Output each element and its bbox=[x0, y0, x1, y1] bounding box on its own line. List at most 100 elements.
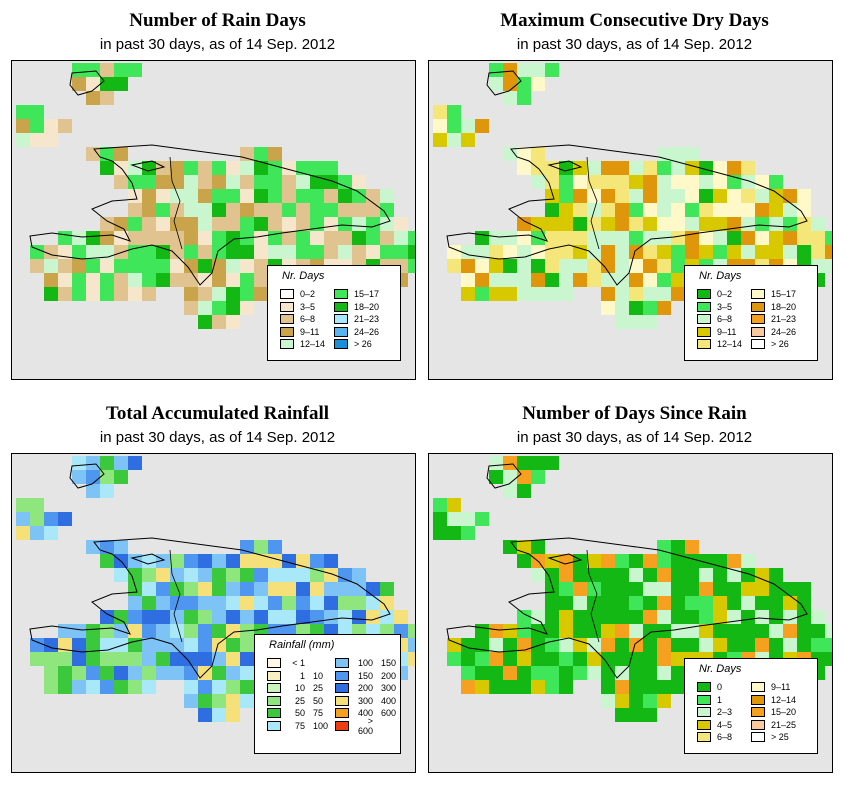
legend-entry: 0–2 bbox=[697, 288, 732, 300]
days-since-rain-map bbox=[433, 456, 832, 722]
legend-label: 24–26 bbox=[354, 326, 380, 337]
grid-cell bbox=[100, 91, 114, 105]
grid-cell bbox=[727, 231, 741, 245]
grid-cell bbox=[114, 666, 128, 680]
grid-cell bbox=[198, 161, 212, 175]
legend-label: 9–11 bbox=[300, 326, 320, 337]
grid-cell bbox=[212, 287, 226, 301]
grid-cell bbox=[170, 610, 184, 624]
grid-cell bbox=[338, 582, 352, 596]
grid-cell bbox=[226, 624, 240, 638]
grid-cell bbox=[170, 624, 184, 638]
grid-cell bbox=[741, 554, 755, 568]
legend-swatch bbox=[751, 732, 765, 742]
grid-cell bbox=[643, 596, 657, 610]
grid-cell bbox=[16, 119, 30, 133]
legend-entry: 3–5 bbox=[280, 301, 315, 313]
legend-entry: 6–8 bbox=[697, 731, 732, 743]
grid-cell bbox=[755, 624, 769, 638]
grid-cell bbox=[114, 680, 128, 694]
grid-cell bbox=[72, 456, 86, 470]
grid-cell bbox=[559, 245, 573, 259]
grid-cell bbox=[475, 652, 489, 666]
grid-cell bbox=[727, 554, 741, 568]
grid-cell bbox=[170, 554, 184, 568]
islet-outline bbox=[486, 70, 522, 96]
grid-cell bbox=[30, 638, 44, 652]
grid-cell bbox=[629, 680, 643, 694]
grid-cell bbox=[629, 175, 643, 189]
grid-cell bbox=[503, 287, 517, 301]
legend-label: 15–20 bbox=[771, 707, 797, 717]
grid-cell bbox=[254, 259, 268, 273]
grid-cell bbox=[44, 245, 58, 259]
grid-cell bbox=[184, 582, 198, 596]
rain-days-panel: Number of Rain Days in past 30 days, as … bbox=[11, 0, 424, 390]
grid-cell bbox=[629, 315, 643, 329]
grid-cell bbox=[142, 217, 156, 231]
grid-cell bbox=[825, 245, 832, 259]
grid-cell bbox=[100, 147, 114, 161]
grid-cell bbox=[615, 582, 629, 596]
grid-cell bbox=[198, 217, 212, 231]
grid-cell bbox=[825, 638, 832, 652]
grid-cell bbox=[100, 680, 114, 694]
grid-cell bbox=[573, 610, 587, 624]
grid-cell bbox=[713, 624, 727, 638]
grid-cell bbox=[573, 231, 587, 245]
legend-label: 2–3 bbox=[717, 707, 733, 717]
grid-cell bbox=[198, 652, 212, 666]
grid-cell bbox=[296, 203, 310, 217]
grid-cell bbox=[212, 315, 226, 329]
grid-cell bbox=[461, 512, 475, 526]
grid-cell bbox=[170, 582, 184, 596]
grid-cell bbox=[128, 175, 142, 189]
grid-cell bbox=[447, 512, 461, 526]
grid-cell bbox=[685, 638, 699, 652]
grid-cell bbox=[545, 175, 559, 189]
legend-swatch bbox=[697, 301, 711, 312]
grid-cell bbox=[545, 554, 559, 568]
grid-cell bbox=[769, 582, 783, 596]
legend-entry: 21–25 bbox=[751, 719, 796, 731]
grid-cell bbox=[811, 217, 825, 231]
map-frame: Nr. Days 0 1 2–3 4–5 6–8 9–11 12–14 15–20 21–25 >… bbox=[428, 453, 833, 773]
grid-cell bbox=[226, 287, 240, 301]
grid-cell bbox=[531, 245, 545, 259]
grid-cell bbox=[545, 273, 559, 287]
grid-cell bbox=[489, 77, 503, 91]
grid-cell bbox=[755, 582, 769, 596]
legend-entry: > 600 bbox=[335, 716, 399, 736]
grid-cell bbox=[226, 568, 240, 582]
grid-cell bbox=[769, 175, 783, 189]
grid-cell bbox=[226, 554, 240, 568]
legend-swatch bbox=[334, 314, 348, 324]
grid-cell bbox=[573, 582, 587, 596]
grid-cell bbox=[601, 161, 615, 175]
grid-cell bbox=[517, 273, 531, 287]
panel-subtitle: in past 30 days, as of 14 Sep. 2012 bbox=[516, 36, 753, 53]
grid-cell bbox=[198, 694, 212, 708]
grid-cell bbox=[811, 610, 825, 624]
grid-cell bbox=[366, 596, 380, 610]
grid-cell bbox=[254, 147, 268, 161]
grid-cell bbox=[615, 680, 629, 694]
legend-swatch bbox=[751, 694, 765, 705]
grid-cell bbox=[489, 287, 503, 301]
grid-cell bbox=[296, 568, 310, 582]
legend-entry: 9–11 bbox=[751, 681, 790, 693]
grid-cell bbox=[310, 554, 324, 568]
grid-cell bbox=[615, 287, 629, 301]
map-frame: Rainfall (mm) < 1 1 10 10 25 25 50 50 75 75 100 100… bbox=[11, 453, 416, 773]
legend-label-high: 300 bbox=[381, 683, 397, 693]
grid-cell bbox=[198, 259, 212, 273]
legend-entry: 21–23 bbox=[751, 313, 796, 325]
grid-cell bbox=[559, 680, 573, 694]
grid-cell bbox=[240, 259, 254, 273]
border-line bbox=[586, 156, 600, 250]
grid-cell bbox=[128, 63, 142, 77]
grid-cell bbox=[433, 512, 447, 526]
grid-cell bbox=[797, 582, 811, 596]
grid-cell bbox=[797, 203, 811, 217]
grid-cell bbox=[727, 582, 741, 596]
